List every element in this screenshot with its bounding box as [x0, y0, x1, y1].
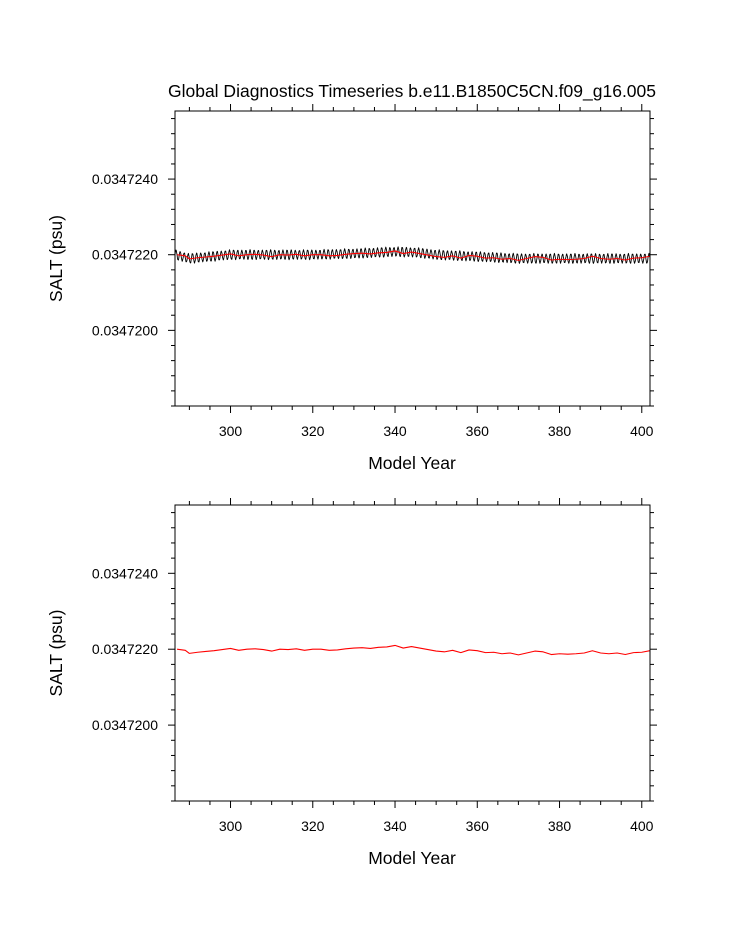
bottom-x-tick-label: 380 [548, 818, 572, 834]
top-x-axis-label: Model Year [368, 453, 456, 473]
bottom-x-tick-label: 340 [383, 818, 407, 834]
bottom-x-tick-label: 400 [630, 818, 654, 834]
top-x-tick-label: 380 [548, 423, 572, 439]
top-series-annual [176, 250, 650, 261]
bottom-y-axis-label: SALT (psu) [46, 610, 66, 697]
bottom-series-annual [176, 644, 650, 656]
top-plot-frame [174, 110, 651, 407]
top-y-tick-label: 0.0347220 [92, 247, 158, 263]
bottom-plot-frame [174, 504, 651, 802]
bottom-y-tick-label: 0.0347220 [92, 641, 158, 657]
bottom-x-tick-label: 360 [466, 818, 490, 834]
bottom-y-tick-label: 0.0347240 [92, 565, 158, 581]
top-y-tick-label: 0.0347240 [92, 171, 158, 187]
bottom-x-tick-label: 320 [301, 818, 325, 834]
top-panel: 300 320 340 360 380 400 0.0347200 0.0347220 0.03… [46, 104, 657, 473]
bottom-y-tick-label: 0.0347200 [92, 717, 158, 733]
top-series-monthly [175, 246, 650, 264]
top-y-tick-label: 0.0347200 [92, 322, 158, 338]
top-x-tick-label: 320 [301, 423, 325, 439]
top-x-tick-label: 400 [630, 423, 654, 439]
top-x-tick-label: 360 [466, 423, 490, 439]
top-x-tick-label: 300 [219, 423, 243, 439]
bottom-x-axis-label: Model Year [368, 848, 456, 868]
bottom-x-tick-label: 300 [219, 818, 243, 834]
figure-title: Global Diagnostics Timeseries b.e11.B185… [168, 81, 656, 102]
top-x-tick-label: 340 [383, 423, 407, 439]
top-y-axis-label: SALT (psu) [46, 215, 66, 302]
bottom-panel: 300 320 340 360 380 400 0.0347200 0.0347220 0.03… [46, 498, 657, 868]
